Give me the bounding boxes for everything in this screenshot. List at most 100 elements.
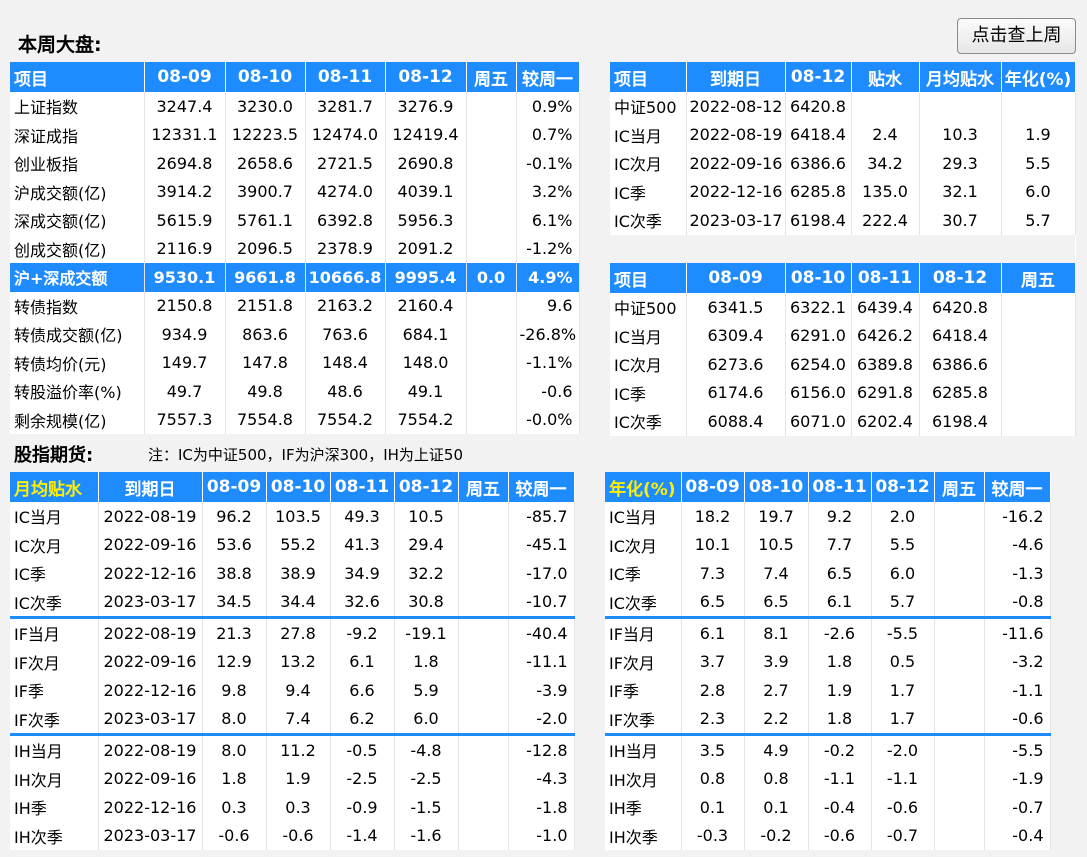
table-row: IC次月 6273.6 6254.0 6389.8 6386.6 [610,350,1076,379]
table-cell: 53.6 [202,530,267,559]
table-cell: 6291.8 [851,378,920,407]
table-cell: 34.4 [266,587,331,618]
table-cell: -45.1 [508,530,575,559]
table-cell: 49.3 [330,502,395,531]
table-cell: -1.1 [808,764,872,793]
table-cell: 0.8 [681,764,745,793]
table-cell: 12223.5 [225,120,306,149]
futures-section-title: 股指期货: [14,445,94,466]
row-label: IH当月 [605,733,682,765]
table-cell: 147.8 [225,348,306,377]
table-cell: 0.1 [681,793,745,822]
table-cell: 30.8 [394,587,459,618]
table-cell [466,177,517,206]
table-cell: 1.8 [394,647,459,676]
query-last-week-button[interactable]: 点击查上周 [957,18,1076,54]
table-cell: 2694.8 [144,149,226,178]
table-cell: 6341.5 [686,293,786,322]
table-cell: -0.0% [516,405,580,434]
table-row: IH次月 2022-09-16 1.8 1.9 -2.5 -2.5 -4.3 [10,764,575,793]
table-cell [458,559,509,588]
table-cell: 4274.0 [305,177,386,206]
table-cell [466,206,517,235]
table-cell: -4.3 [508,764,575,793]
row-label: 深成交额(亿) [10,206,145,235]
table-cell: 29.3 [919,149,1002,178]
table-cell: -17.0 [508,559,575,588]
table-cell: 4.9 [744,733,809,765]
table-row: IC季 2022-12-16 38.8 38.9 34.9 32.2 -17.0 [10,559,575,588]
column-header: 08-10 [225,62,306,92]
table-cell: 10.5 [744,530,809,559]
table-cell [458,616,509,648]
table-cell: 1.8 [808,647,872,676]
table-cell [785,234,851,263]
table-cell: 6386.6 [919,350,1002,379]
table-cell: 10.1 [681,530,745,559]
table-cell [934,587,985,618]
table-cell: 2163.2 [305,291,386,320]
row-label: IH次月 [10,764,99,793]
table-row: IC当月 18.2 19.7 9.2 2.0 -16.2 [605,502,1051,531]
table-cell: 32.6 [330,587,395,618]
table-cell: 5.5 [871,530,935,559]
column-header: 08-09 [681,472,745,502]
table-cell: 2116.9 [144,234,226,263]
row-label: IC当月 [610,120,687,149]
table-row: IH次季 2023-03-17 -0.6 -0.6 -1.4 -1.6 -1.0 [10,821,575,850]
table-cell: -1.8 [508,793,575,822]
table-cell: 2.8 [681,676,745,705]
table-cell: 7.7 [808,530,872,559]
table-cell [458,587,509,618]
table-cell: 2096.5 [225,234,306,263]
column-header: 08-12 [919,263,1002,293]
header-row: 项目 到期日 08-12 贴水 月均贴水 年化(%) [610,62,1076,92]
table-cell: 32.1 [919,177,1002,206]
table-cell: 6273.6 [686,350,786,379]
table-cell: 222.4 [851,206,920,235]
table-cell: 0.1 [744,793,809,822]
table-cell: 2.0 [871,502,935,531]
table-row: 深证成指 12331.1 12223.5 12474.0 12419.4 0.7% [10,120,580,149]
table-cell: 2022-09-16 [98,764,203,793]
table-cell: 7.4 [266,704,331,735]
table-cell: 41.3 [330,530,395,559]
table-cell: 6202.4 [851,407,920,436]
table-cell: -3.9 [508,676,575,705]
table-cell: 1.8 [202,764,267,793]
table-cell [466,149,517,178]
table-cell: 9530.1 [144,263,226,292]
table-cell: 12474.0 [305,120,386,149]
column-header: 到期日 [686,62,786,92]
table-cell [1001,378,1076,407]
table-cell [466,320,517,349]
table-cell: 7554.2 [305,405,386,434]
table-cell: -0.2 [808,733,872,765]
table-cell: -0.6 [808,821,872,850]
table-cell: 0.0 [466,263,517,292]
row-label: 上证指数 [10,92,145,121]
table-cell [1001,407,1076,436]
table-cell: -9.2 [330,616,395,648]
table-cell [466,234,517,263]
table-cell: 21.3 [202,616,267,648]
table-cell: 10.5 [394,502,459,531]
table-cell: 2.3 [681,704,745,735]
table-cell: 2091.2 [385,234,467,263]
table-cell: -2.5 [394,764,459,793]
table-cell: 2022-08-19 [98,502,203,531]
table-row: IF季 2022-12-16 9.8 9.4 6.6 5.9 -3.9 [10,676,575,705]
table-row: 转股溢价率(%) 49.7 49.8 48.6 49.1 -0.6 [10,377,580,406]
table-cell: -16.2 [984,502,1051,531]
table-cell [919,92,1002,121]
table-cell: 2023-03-17 [98,704,203,735]
table-cell: -1.3 [984,559,1051,588]
column-header: 08-12 [785,62,852,92]
table-row: 深成交额(亿) 5615.9 5761.1 6392.8 5956.3 6.1% [10,206,580,235]
table-cell: 34.2 [851,149,920,178]
table-cell: -4.8 [394,733,459,765]
column-header: 08-09 [144,62,226,92]
table-cell: 6420.8 [919,293,1002,322]
table-cell: 6.2 [330,704,395,735]
table-row: 沪成交额(亿) 3914.2 3900.7 4274.0 4039.1 3.2% [10,177,580,206]
